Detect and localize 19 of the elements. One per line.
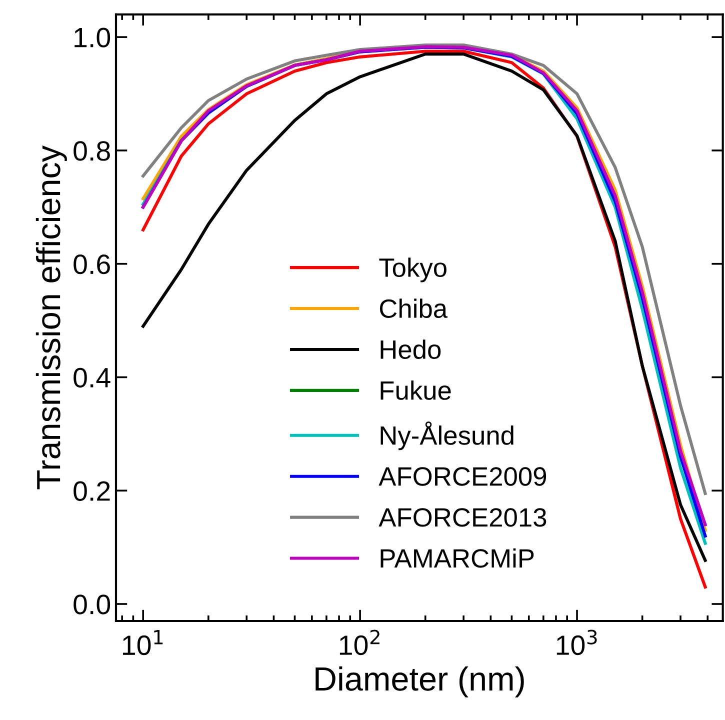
legend-label: AFORCE2009 — [378, 467, 546, 486]
legend-label: PAMARCMiP — [380, 548, 534, 568]
x-tick-label: 10$^{3}$ — [556, 630, 597, 656]
y-tick-label: 0.8 — [74, 141, 110, 161]
x-tick-label: 10$^{2}$ — [340, 630, 380, 656]
legend-label: Hedo — [380, 340, 441, 359]
legend-label: Fukue — [380, 380, 451, 400]
x-tick-label: 10$^{1}$ — [123, 630, 163, 656]
legend-label: Ny-Ålesund — [380, 422, 514, 450]
y-tick-label: 0.2 — [74, 481, 110, 501]
y-tick-label: 0.0 — [74, 594, 110, 614]
y-tick-label: 0.6 — [74, 254, 110, 274]
legend-label: Tokyo — [379, 258, 446, 282]
x-axis-title: Diameter (nm) — [316, 666, 524, 698]
legend-label: Chiba — [380, 298, 448, 318]
y-tick-label: 0.4 — [74, 368, 110, 388]
y-axis-title: Transmission efficiency — [36, 145, 67, 490]
legend-label: AFORCE2013 — [378, 508, 546, 527]
y-tick-label: 1.0 — [74, 28, 110, 48]
